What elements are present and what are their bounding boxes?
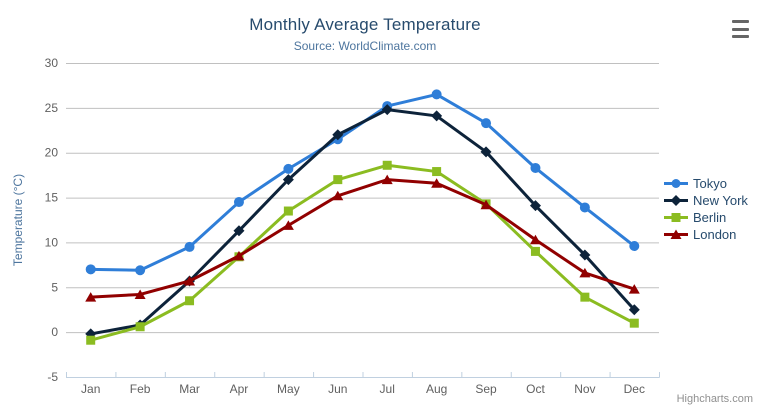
marker-tokyo[interactable]	[579, 202, 590, 213]
marker-berlin[interactable]	[333, 175, 343, 185]
marker-tokyo[interactable]	[283, 163, 294, 174]
x-axis-label: Jan	[81, 382, 100, 396]
x-axis-label: May	[277, 382, 300, 396]
marker-new-york[interactable]	[529, 200, 541, 212]
marker-berlin[interactable]	[629, 318, 639, 328]
marker-tokyo[interactable]	[233, 197, 244, 208]
y-axis-label: 10	[45, 235, 59, 249]
x-axis-label: Jul	[380, 382, 395, 396]
legend-item-label: Berlin	[693, 209, 727, 225]
marker-london[interactable]	[628, 284, 640, 294]
marker-new-york[interactable]	[480, 146, 492, 158]
x-axis-label: Mar	[179, 382, 200, 396]
x-axis-label: Nov	[574, 382, 595, 396]
marker-tokyo[interactable]	[530, 162, 541, 173]
legend-marker-diamond-icon	[664, 194, 688, 206]
marker-london[interactable]	[282, 220, 294, 230]
highcharts-credit[interactable]: Highcharts.com	[676, 393, 753, 405]
marker-tokyo[interactable]	[629, 241, 640, 252]
legend-item-london[interactable]: London	[664, 226, 748, 242]
y-axis-label: 30	[45, 56, 59, 70]
marker-berlin[interactable]	[432, 167, 442, 177]
x-axis-label: Aug	[426, 382, 447, 396]
series-line-london[interactable]	[89, 178, 636, 299]
marker-tokyo[interactable]	[481, 118, 492, 129]
chart-title: Monthly Average Temperature	[249, 15, 481, 34]
y-axis-label: 25	[45, 101, 59, 115]
y-axis-label: 5	[51, 280, 58, 294]
hamburger-icon	[732, 20, 749, 23]
marker-tokyo[interactable]	[135, 265, 146, 276]
chart-subtitle: Source: WorldClimate.com	[293, 39, 437, 53]
x-axis-label: Feb	[130, 382, 151, 396]
marker-london[interactable]	[134, 289, 146, 299]
legend-marker-triangle-icon	[664, 229, 688, 239]
y-axis-title: Temperature (°C)	[11, 174, 25, 266]
legend-marker-square-icon	[664, 212, 688, 222]
x-axis-label: Oct	[526, 382, 545, 396]
series-line-berlin[interactable]	[89, 163, 636, 342]
marker-london[interactable]	[85, 292, 97, 302]
y-axis-label: 15	[45, 191, 59, 205]
legend-item-berlin[interactable]: Berlin	[664, 209, 748, 225]
legend-item-tokyo[interactable]: Tokyo	[664, 175, 748, 191]
marker-berlin[interactable]	[382, 160, 392, 170]
legend-item-new-york[interactable]: New York	[664, 192, 748, 208]
legend-marker-circle-icon	[664, 178, 688, 188]
x-axis-label: Apr	[230, 382, 249, 396]
marker-london[interactable]	[233, 250, 245, 261]
marker-tokyo[interactable]	[85, 264, 96, 275]
marker-berlin[interactable]	[530, 246, 540, 256]
marker-london[interactable]	[431, 178, 443, 188]
marker-berlin[interactable]	[580, 292, 590, 302]
y-axis-label: 0	[51, 325, 58, 339]
export-menu-button[interactable]	[730, 18, 754, 40]
hamburger-icon	[732, 27, 749, 31]
marker-london[interactable]	[529, 234, 541, 245]
marker-berlin[interactable]	[185, 296, 195, 306]
marker-new-york[interactable]	[282, 174, 294, 186]
marker-new-york[interactable]	[233, 225, 245, 237]
legend-item-label: Tokyo	[693, 175, 727, 191]
x-axis-label: Jun	[328, 382, 347, 396]
marker-new-york[interactable]	[381, 104, 393, 116]
marker-london[interactable]	[480, 199, 492, 210]
series-line-new-york[interactable]	[89, 108, 636, 336]
x-axis-label: Dec	[624, 382, 645, 396]
legend-item-label: London	[693, 226, 737, 242]
marker-new-york[interactable]	[431, 110, 443, 122]
legend-item-label: New York	[693, 192, 748, 208]
marker-london[interactable]	[332, 190, 344, 201]
marker-new-york[interactable]	[628, 304, 640, 316]
hamburger-icon	[732, 35, 749, 38]
marker-tokyo[interactable]	[184, 241, 195, 252]
marker-london[interactable]	[184, 276, 196, 286]
marker-berlin[interactable]	[135, 322, 145, 332]
marker-london[interactable]	[381, 174, 393, 185]
marker-new-york[interactable]	[579, 249, 591, 261]
marker-berlin[interactable]	[283, 206, 293, 216]
y-axis-label: -5	[47, 370, 58, 384]
marker-tokyo[interactable]	[431, 89, 442, 100]
marker-berlin[interactable]	[86, 335, 96, 345]
marker-london[interactable]	[579, 267, 591, 278]
y-axis-label: 20	[45, 146, 59, 160]
x-axis-label: Sep	[475, 382, 497, 396]
legend: Tokyo New York Berlin London	[664, 175, 748, 242]
marker-new-york[interactable]	[332, 129, 344, 141]
